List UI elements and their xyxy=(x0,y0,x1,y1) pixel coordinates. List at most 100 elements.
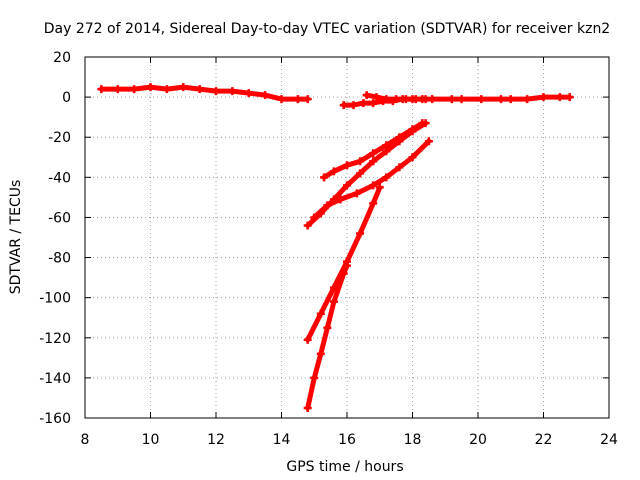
data-point xyxy=(506,95,515,104)
data-point xyxy=(411,95,420,104)
data-point xyxy=(408,127,417,136)
axis-ticks: 8 10 12 14 16 18 20 22 24 20 0 -20 -40 -60 -80 -100 -120… xyxy=(39,50,618,448)
data-point xyxy=(382,147,391,156)
data-point xyxy=(277,95,286,104)
x-tick-label: 24 xyxy=(600,432,618,448)
y-tick-label: -40 xyxy=(48,170,71,186)
data-point xyxy=(359,99,368,108)
y-tick-label: -60 xyxy=(48,210,71,226)
data-point xyxy=(421,95,430,104)
data-point xyxy=(339,269,348,278)
data-point xyxy=(343,161,351,170)
data-point xyxy=(392,95,401,104)
data-point xyxy=(303,95,312,104)
series-track-c xyxy=(362,91,430,104)
data-point xyxy=(97,85,106,94)
data-point xyxy=(179,83,188,92)
data-point xyxy=(320,173,329,182)
series-track-h xyxy=(303,261,351,412)
x-tick-label: 14 xyxy=(273,432,291,448)
data-points xyxy=(97,83,574,412)
data-point xyxy=(401,95,410,104)
x-tick-label: 8 xyxy=(81,432,90,448)
x-tick-label: 12 xyxy=(207,432,225,448)
data-point xyxy=(329,297,338,306)
data-point xyxy=(212,87,220,96)
data-point xyxy=(447,95,456,104)
data-point xyxy=(369,199,378,208)
data-point xyxy=(195,85,204,94)
data-point xyxy=(457,95,466,104)
data-point xyxy=(356,229,365,238)
data-point xyxy=(523,95,532,104)
data-point xyxy=(323,323,332,332)
y-tick-label: 20 xyxy=(53,50,71,66)
data-point xyxy=(146,83,155,92)
data-point xyxy=(369,181,378,190)
data-point xyxy=(372,93,381,102)
data-point xyxy=(293,95,302,104)
data-point xyxy=(310,213,319,222)
data-point xyxy=(113,85,122,94)
data-point xyxy=(369,157,378,166)
x-tick-label: 20 xyxy=(469,432,487,448)
data-point xyxy=(343,181,351,190)
x-tick-label: 16 xyxy=(338,432,356,448)
data-point xyxy=(162,85,171,94)
data-point xyxy=(352,189,361,198)
data-point xyxy=(303,403,312,412)
data-point xyxy=(496,95,505,104)
data-point xyxy=(555,93,564,102)
data-point xyxy=(329,167,338,176)
data-point xyxy=(303,221,312,230)
y-tick-label: -100 xyxy=(39,291,71,307)
data-point xyxy=(228,87,237,96)
data-point xyxy=(565,93,574,102)
data-point xyxy=(539,93,548,102)
y-tick-label: -80 xyxy=(48,251,71,267)
series-track-d xyxy=(320,119,427,182)
y-tick-label: -160 xyxy=(39,411,71,427)
data-point xyxy=(316,349,325,358)
series-line xyxy=(305,263,350,411)
data-point xyxy=(261,91,270,100)
series-track-g xyxy=(303,183,384,344)
data-point xyxy=(421,119,430,128)
data-point xyxy=(356,157,365,166)
data-point xyxy=(303,335,312,344)
data-point xyxy=(362,91,371,100)
data-point xyxy=(369,99,378,108)
data-point xyxy=(339,101,348,110)
series-track-b xyxy=(339,93,574,110)
chart-title: Day 272 of 2014, Sidereal Day-to-day VTE… xyxy=(44,21,610,37)
data-point xyxy=(316,309,325,318)
data-point xyxy=(310,373,319,382)
data-point xyxy=(369,149,378,158)
series-track-a xyxy=(97,83,312,104)
data-point xyxy=(343,261,351,270)
data-point xyxy=(356,169,365,178)
data-point xyxy=(323,201,332,210)
data-point xyxy=(130,85,139,94)
y-axis-label: SDTVAR / TECUs xyxy=(8,180,24,295)
x-tick-label: 10 xyxy=(142,432,160,448)
data-point xyxy=(408,153,417,162)
y-tick-label: -140 xyxy=(39,371,71,387)
data-point xyxy=(395,137,404,146)
y-tick-label: -120 xyxy=(39,331,71,347)
x-tick-label: 22 xyxy=(535,432,553,448)
data-point xyxy=(336,195,345,204)
data-point xyxy=(395,163,404,172)
data-point xyxy=(424,137,433,146)
x-tick-label: 18 xyxy=(404,432,422,448)
data-point xyxy=(244,89,253,98)
y-tick-label: -20 xyxy=(48,130,71,146)
data-point xyxy=(375,183,384,192)
y-tick-label: 0 xyxy=(62,90,71,106)
data-point xyxy=(382,173,391,182)
data-point xyxy=(382,95,391,104)
x-axis-label: GPS time / hours xyxy=(286,459,403,475)
data-point xyxy=(349,101,358,110)
grid xyxy=(85,57,609,418)
